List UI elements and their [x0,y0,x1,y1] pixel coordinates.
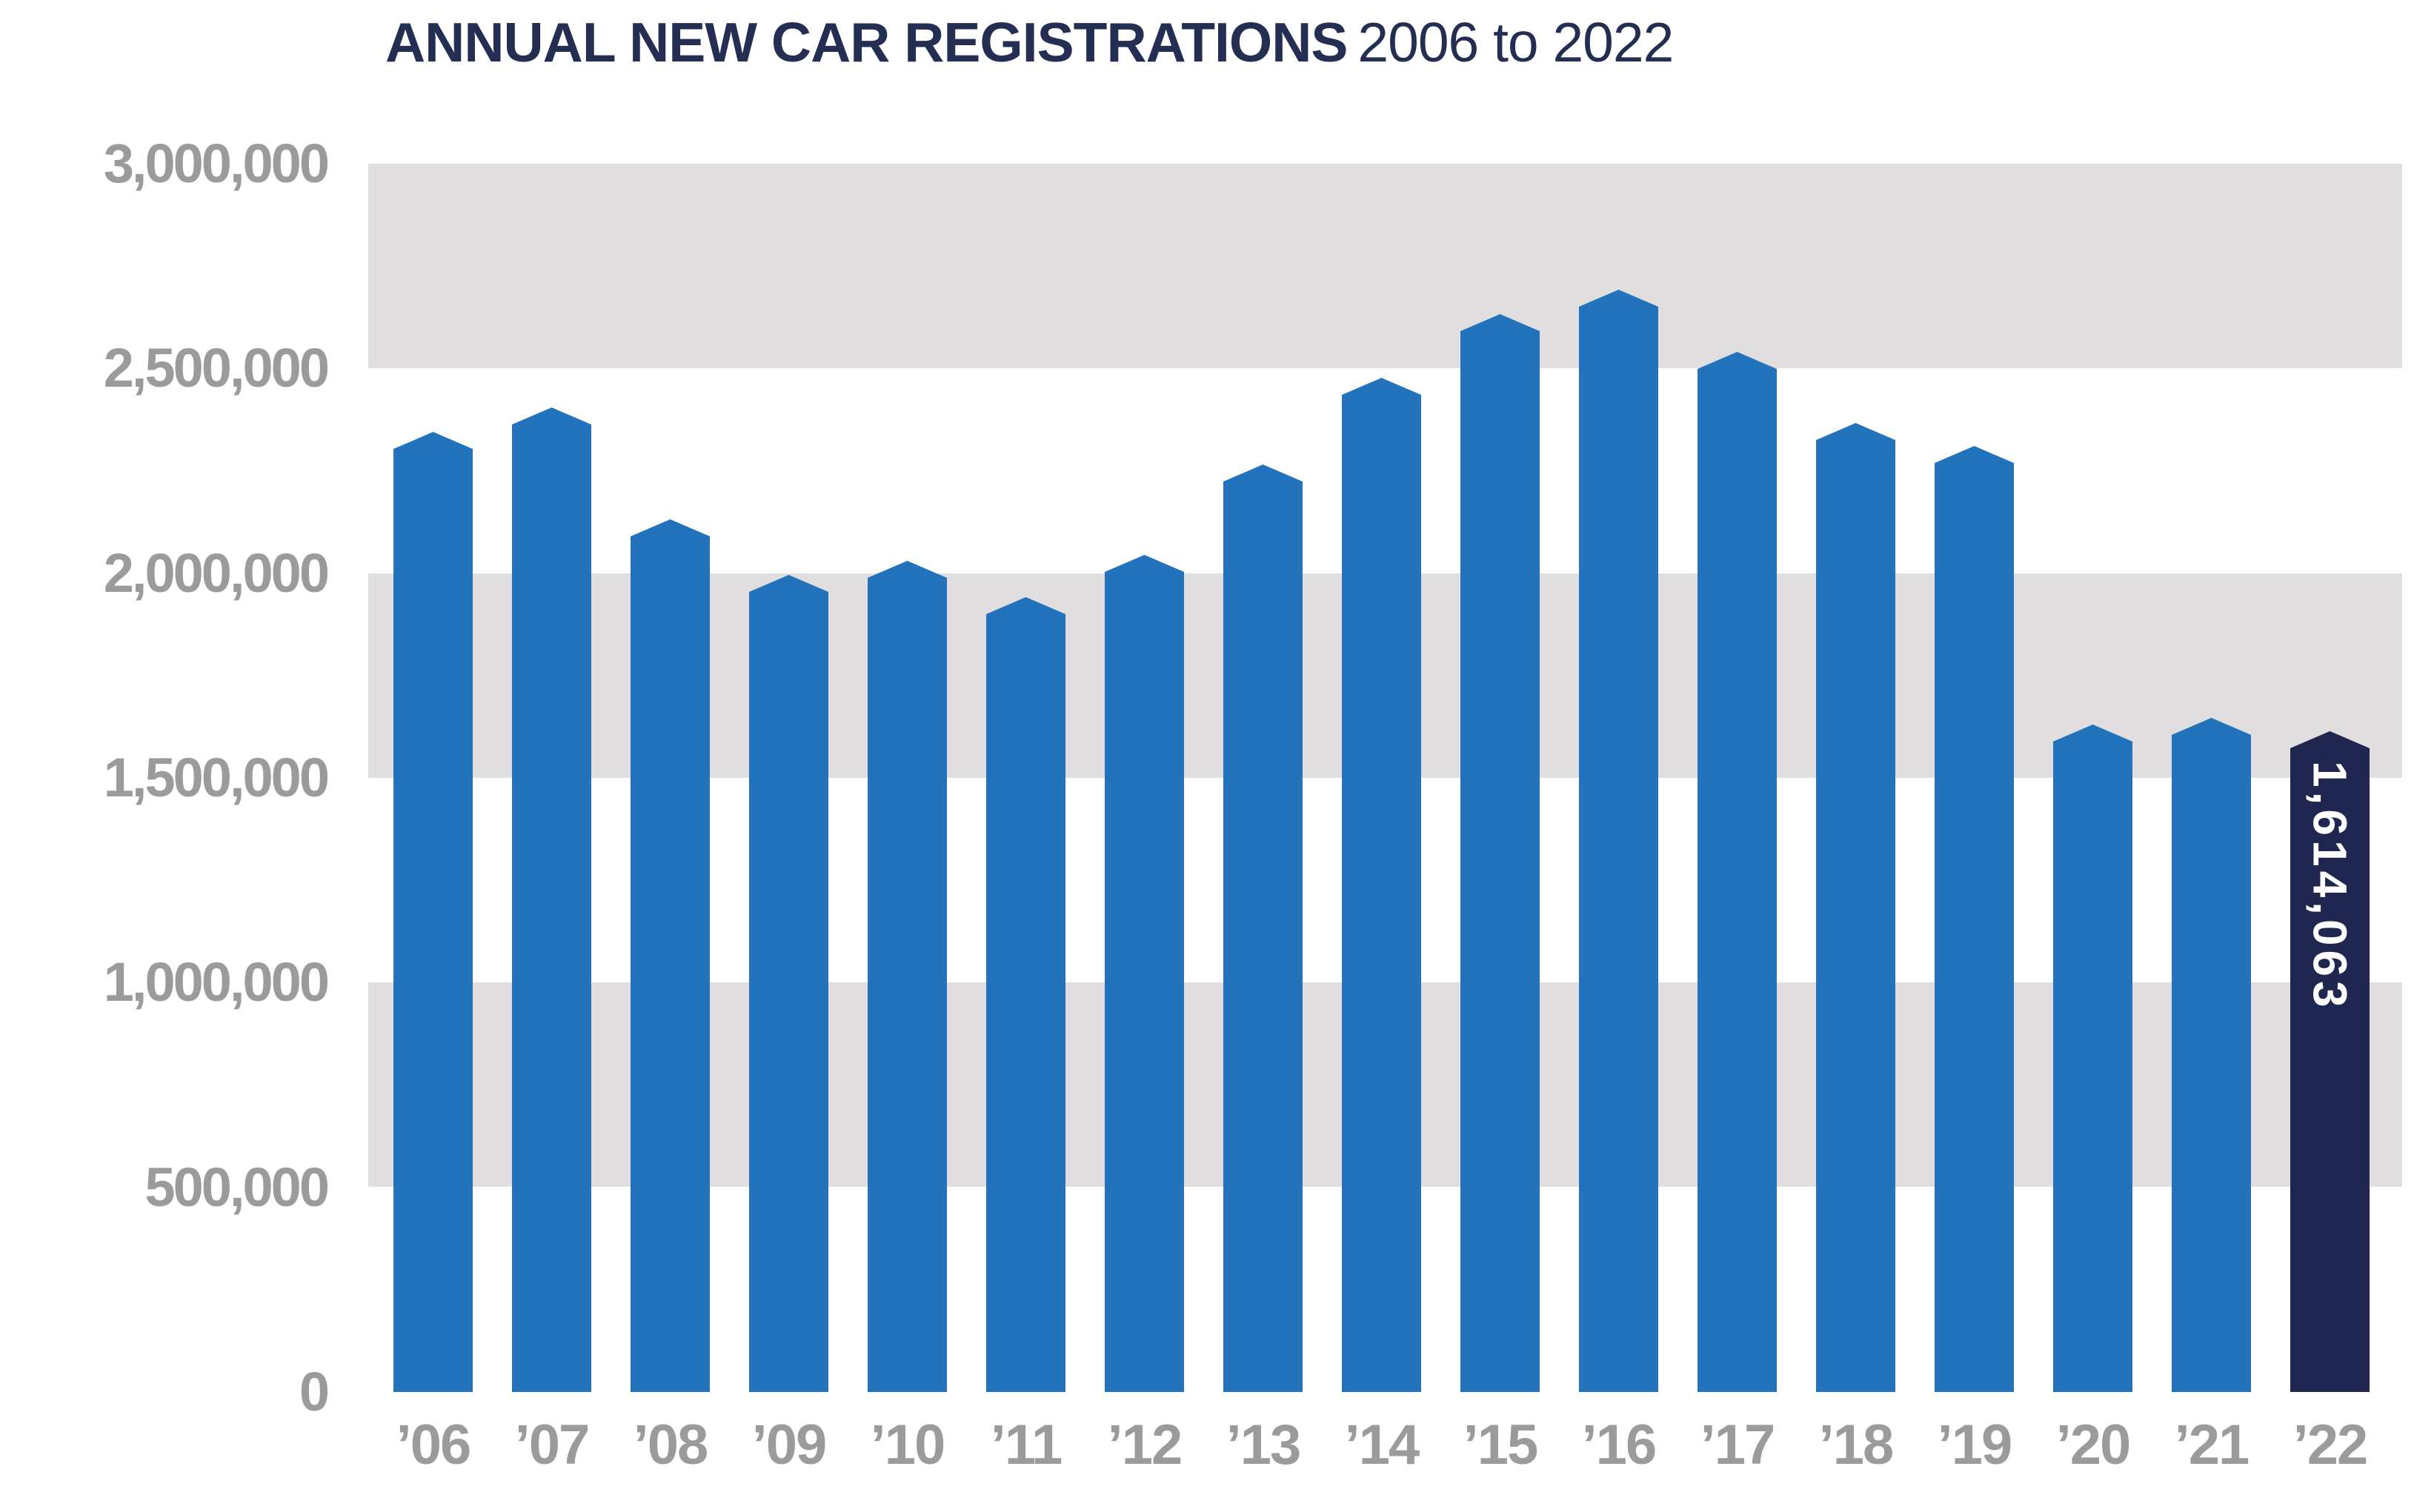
x-axis-tick-label: ’11 [990,1413,1063,1476]
bar [1105,555,1184,1392]
x-axis-tick-label: ’10 [870,1413,946,1476]
bar [749,575,828,1392]
x-axis-tick-label: ’22 [2292,1413,2369,1476]
chart-title-range: 2006 to 2022 [1357,11,1674,73]
x-axis-tick-label: ’12 [1107,1413,1183,1476]
bar [986,597,1065,1392]
chart-title-main: ANNUAL NEW CAR REGISTRATIONS [385,11,1348,73]
x-axis-tick-label: ’17 [1700,1413,1776,1476]
grid-band-gray [368,164,2402,368]
y-axis-tick-label: 2,500,000 [103,337,330,399]
x-axis-tick-label: ’18 [1818,1413,1895,1476]
x-axis-tick-label: ’14 [1344,1413,1420,1476]
bar [1698,352,1777,1392]
bar [393,432,473,1392]
bar [1460,314,1540,1392]
x-axis-tick-label: ’13 [1226,1413,1302,1476]
y-axis-tick-label: 1,000,000 [103,951,330,1013]
bar [2172,718,2251,1392]
bar [512,407,591,1392]
bar [1935,446,2014,1392]
bar [631,519,710,1392]
y-axis-tick-label: 1,500,000 [103,747,330,808]
x-axis-tick-label: ’16 [1581,1413,1657,1476]
x-axis-tick-label: ’09 [751,1413,828,1476]
x-axis-tick-label: ’08 [633,1413,709,1476]
bar [1579,290,1658,1392]
y-axis-tick-label: 2,000,000 [103,542,330,604]
bar [1342,378,1421,1392]
x-axis-tick-label: ’06 [396,1413,472,1476]
x-axis-tick-label: ’07 [514,1413,591,1476]
bar [2053,725,2132,1392]
y-axis-tick-label: 0 [299,1361,330,1422]
bar-series: 1,614,063 [393,290,2370,1392]
bar-value-label: 1,614,063 [2303,761,2357,1012]
x-axis-tick-label: ’15 [1463,1413,1539,1476]
x-axis-tick-label: ’20 [2055,1413,2132,1476]
y-axis-tick-label: 500,000 [144,1156,330,1218]
bar [1223,464,1303,1392]
x-axis-tick-label: ’21 [2174,1413,2250,1476]
chart-title: ANNUAL NEW CAR REGISTRATIONS 2006 to 2022 [385,10,1674,74]
bar-2022-highlighted: 1,614,063 [2290,731,2370,1392]
x-axis: ’06 ’07 ’08 ’09 ’10 ’11 ’12 ’13 ’14 ’15 ’16 ’17 ’18 ’… [393,1412,2370,1479]
x-axis-tick-label: ’19 [1937,1413,2013,1476]
bar [868,561,947,1392]
bar [1816,423,1895,1392]
y-axis-tick-label: 3,000,000 [103,133,330,194]
